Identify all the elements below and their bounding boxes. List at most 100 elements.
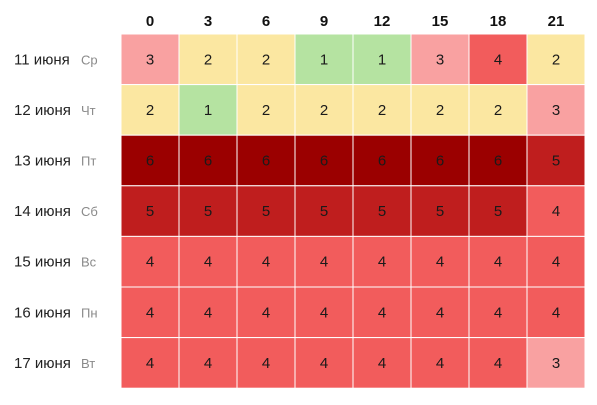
row-weekday-label: Вт — [81, 356, 95, 371]
heatmap-cell — [468, 185, 528, 237]
cell-value-label: 2 — [494, 102, 502, 119]
cell-value-label: 4 — [552, 254, 560, 271]
cell-value-label: 3 — [552, 355, 560, 372]
column-header: 18 — [490, 13, 507, 30]
cell-value-label: 2 — [146, 102, 154, 119]
heatmap-cell — [526, 134, 586, 187]
heatmap-cell — [468, 134, 528, 187]
heatmap-cell — [526, 235, 586, 288]
cell-value-label: 5 — [436, 203, 444, 220]
column-headers: 0 3 6 9 12 15 18 21 — [146, 13, 565, 30]
heatmap-cell — [410, 286, 470, 339]
heatmap-cell — [410, 337, 470, 389]
heatmap-cell — [352, 337, 412, 389]
cell-value-label: 4 — [378, 355, 386, 372]
column-header: 6 — [262, 13, 270, 30]
cell-value-label: 6 — [262, 153, 270, 170]
cell-value-label: 2 — [378, 102, 386, 119]
cell-value-label: 3 — [146, 51, 154, 68]
heatmap-cell — [526, 84, 586, 136]
row-weekday-label: Вс — [81, 255, 97, 270]
heatmap-cell — [120, 134, 180, 187]
row-weekday-label: Ср — [81, 52, 98, 67]
cell-value-label: 5 — [204, 203, 212, 220]
cell-value-label: 6 — [146, 153, 154, 170]
heatmap-cell — [468, 286, 528, 339]
cell-value-label: 2 — [320, 102, 328, 119]
cell-value-label: 5 — [378, 203, 386, 220]
heatmap-cell — [294, 84, 354, 136]
row-weekday-label: Чт — [81, 103, 96, 118]
heatmap-cell — [352, 134, 412, 187]
row-date-label: 12 июня — [14, 102, 71, 119]
heatmap-cell — [526, 33, 586, 86]
cell-value-label: 4 — [552, 304, 560, 321]
column-header: 9 — [320, 13, 328, 30]
cell-value-label: 4 — [494, 254, 502, 271]
cell-value-label: 4 — [262, 254, 270, 271]
row-date-label: 16 июня — [14, 304, 71, 321]
cell-value-label: 2 — [262, 102, 270, 119]
cell-value-label: 6 — [494, 153, 502, 170]
cell-value-label: 4 — [436, 304, 444, 321]
cell-value-label: 3 — [436, 51, 444, 68]
cell-value-label: 4 — [378, 304, 386, 321]
heatmap-cell — [352, 185, 412, 237]
cell-value-label: 4 — [436, 355, 444, 372]
heatmap-cell — [236, 337, 296, 389]
row-date-label: 14 июня — [14, 203, 71, 220]
cell-value-label: 2 — [204, 51, 212, 68]
row-weekday-label: Пт — [81, 154, 96, 169]
cell-value-label: 4 — [320, 355, 328, 372]
heatmap-cell — [178, 337, 238, 389]
cell-value-label: 1 — [204, 102, 212, 119]
heatmap-cell — [294, 134, 354, 187]
cell-value-label: 4 — [262, 304, 270, 321]
row-weekday-label: Пн — [81, 305, 98, 320]
heatmap-cells: 3 2 2 1 1 3 4 2 2 1 2 2 2 2 2 3 6 6 6 6 6 6 6 5 5 5 5 5 5 5 5 4 4 4 4 4 4 4 4 4… — [120, 33, 586, 389]
heatmap-cell — [120, 337, 180, 389]
cell-value-label: 6 — [320, 153, 328, 170]
cell-value-label: 1 — [378, 51, 386, 68]
cell-value-label: 4 — [320, 304, 328, 321]
cell-value-label: 6 — [204, 153, 212, 170]
cell-value-label: 5 — [320, 203, 328, 220]
heatmap-cell — [526, 286, 586, 339]
row-date-label: 17 июня — [14, 355, 71, 372]
column-header: 12 — [374, 13, 391, 30]
heatmap-cell — [120, 33, 180, 86]
row-weekday-label: Сб — [81, 204, 98, 219]
row-date-label: 15 июня — [14, 254, 71, 271]
cell-value-label: 6 — [436, 153, 444, 170]
cell-value-label: 4 — [204, 355, 212, 372]
column-header: 15 — [432, 13, 449, 30]
heatmap-cell — [178, 286, 238, 339]
cell-value-label: 5 — [494, 203, 502, 220]
cell-value-label: 4 — [146, 355, 154, 372]
heatmap-cell — [294, 185, 354, 237]
heatmap-cell — [236, 185, 296, 237]
cell-value-label: 5 — [262, 203, 270, 220]
cell-value-label: 4 — [436, 254, 444, 271]
heatmap-cell — [410, 33, 470, 86]
column-header: 0 — [146, 13, 154, 30]
heatmap-cell — [178, 134, 238, 187]
cell-value-label: 4 — [146, 254, 154, 271]
heatmap-cell — [236, 286, 296, 339]
cell-value-label: 5 — [552, 153, 560, 170]
heatmap-cell — [236, 33, 296, 86]
row-date-label: 13 июня — [14, 153, 71, 170]
cell-value-label: 4 — [146, 304, 154, 321]
cell-value-label: 6 — [378, 153, 386, 170]
heatmap-cell — [120, 185, 180, 237]
column-header: 21 — [548, 13, 565, 30]
cell-value-label: 4 — [204, 254, 212, 271]
cell-value-label: 2 — [552, 51, 560, 68]
cell-value-label: 5 — [146, 203, 154, 220]
column-header: 3 — [204, 13, 212, 30]
cell-value-label: 2 — [262, 51, 270, 68]
cell-value-label: 4 — [494, 304, 502, 321]
heatmap-cell — [410, 84, 470, 136]
cell-value-label: 4 — [494, 51, 502, 68]
cell-value-label: 4 — [204, 304, 212, 321]
